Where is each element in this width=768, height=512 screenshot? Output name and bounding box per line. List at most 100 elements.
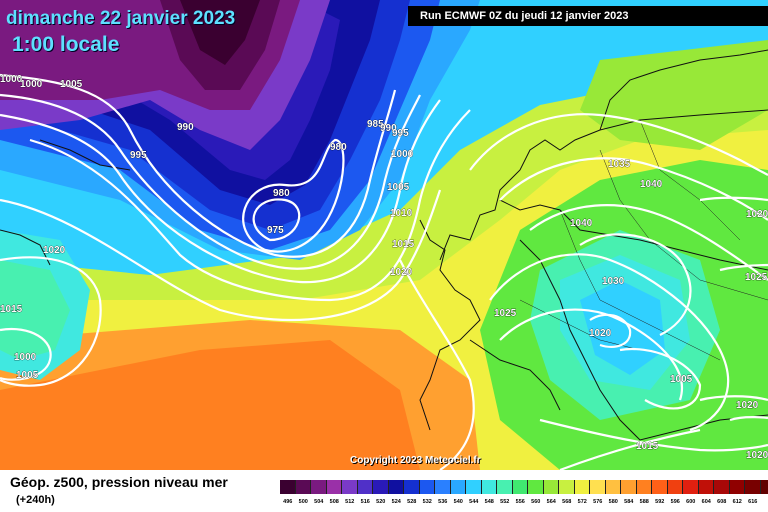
isobar-label: 1020 bbox=[736, 400, 759, 411]
isobar-label: 1000 bbox=[391, 149, 414, 160]
copyright: Copyright 2023 Meteociel.fr bbox=[350, 455, 481, 466]
scale-label: 524 bbox=[391, 499, 401, 505]
scale-label: 496 bbox=[283, 499, 293, 505]
scale-swatch bbox=[373, 480, 389, 494]
isobar-label: 1015 bbox=[636, 441, 659, 452]
scale-swatch bbox=[652, 480, 668, 494]
isobar-label: 1020 bbox=[390, 267, 413, 278]
scale-swatch bbox=[419, 480, 435, 494]
scale-label: 572 bbox=[577, 499, 587, 505]
scale-label: 612 bbox=[732, 499, 742, 505]
scale-swatch bbox=[590, 480, 606, 494]
scale-swatch bbox=[683, 480, 699, 494]
scale-swatch bbox=[295, 480, 311, 494]
scale-swatch bbox=[760, 480, 768, 494]
scale-swatch bbox=[714, 480, 730, 494]
isobar-label: 1015 bbox=[392, 239, 415, 250]
scale-label: 508 bbox=[329, 499, 339, 505]
isobar-label: 1020 bbox=[746, 209, 768, 220]
scale-label: 600 bbox=[686, 499, 696, 505]
isobar-label: 975 bbox=[267, 225, 284, 236]
scale-label: 552 bbox=[500, 499, 510, 505]
scale-label: 596 bbox=[670, 499, 680, 505]
isobar-label: 995 bbox=[130, 150, 147, 161]
forecast-date: dimanche 22 janvier 2023 bbox=[6, 8, 236, 29]
scale-label: 512 bbox=[345, 499, 355, 505]
scale-swatch bbox=[435, 480, 451, 494]
scale-label: 560 bbox=[531, 499, 541, 505]
scale-swatch bbox=[481, 480, 497, 494]
scale-swatch bbox=[512, 480, 528, 494]
scale-swatch bbox=[311, 480, 327, 494]
color-scale bbox=[280, 480, 768, 494]
isobar-label: 980 bbox=[330, 142, 347, 153]
run-info: Run ECMWF 0Z du jeudi 12 janvier 2023 bbox=[408, 6, 768, 26]
weather-map: 1000 1000 1005 990 995 985 990 995 980 9… bbox=[0, 0, 768, 470]
scale-label: 556 bbox=[515, 499, 525, 505]
isobar-label: 1020 bbox=[589, 328, 612, 339]
scale-swatch bbox=[667, 480, 683, 494]
isobar-label: 1030 bbox=[602, 276, 625, 287]
scale-swatch bbox=[326, 480, 342, 494]
isobar-label: 1005 bbox=[387, 182, 410, 193]
scale-swatch bbox=[388, 480, 404, 494]
scale-label: 544 bbox=[469, 499, 479, 505]
isobar-label: 1035 bbox=[608, 159, 631, 170]
scale-label: 616 bbox=[748, 499, 758, 505]
scale-label: 532 bbox=[422, 499, 432, 505]
scale-label: 580 bbox=[608, 499, 618, 505]
isobar-label: 1005 bbox=[60, 79, 83, 90]
scale-label: 604 bbox=[701, 499, 711, 505]
isobar-label: 1020 bbox=[43, 245, 66, 256]
scale-swatch bbox=[745, 480, 761, 494]
scale-swatch bbox=[698, 480, 714, 494]
scale-swatch bbox=[636, 480, 652, 494]
scale-label: 592 bbox=[655, 499, 665, 505]
isobar-label: 1000 bbox=[14, 352, 37, 363]
scale-label: 504 bbox=[314, 499, 324, 505]
scale-label: 588 bbox=[639, 499, 649, 505]
scale-swatch bbox=[450, 480, 466, 494]
scale-label: 540 bbox=[453, 499, 463, 505]
isobar-label: 1040 bbox=[570, 218, 593, 229]
scale-label: 548 bbox=[484, 499, 494, 505]
forecast-range: (+240h) bbox=[16, 494, 55, 506]
isobar-label: 1025 bbox=[494, 308, 517, 319]
scale-swatch bbox=[543, 480, 559, 494]
scale-label: 608 bbox=[717, 499, 727, 505]
scale-label: 516 bbox=[360, 499, 370, 505]
scale-swatch bbox=[559, 480, 575, 494]
isobar-label: 1000 bbox=[20, 79, 43, 90]
scale-swatch bbox=[404, 480, 420, 494]
forecast-time: 1:00 locale bbox=[12, 33, 120, 56]
isobar-label: 990 bbox=[380, 123, 397, 134]
scale-label: 520 bbox=[376, 499, 386, 505]
scale-swatch bbox=[574, 480, 590, 494]
isobar-label: 995 bbox=[392, 128, 409, 139]
scale-label: 564 bbox=[546, 499, 556, 505]
isobar-label: 985 bbox=[367, 119, 384, 130]
scale-label: 536 bbox=[438, 499, 448, 505]
scale-label: 500 bbox=[298, 499, 308, 505]
scale-label: 584 bbox=[624, 499, 634, 505]
isobar-label: 1015 bbox=[0, 304, 23, 315]
scale-swatch bbox=[280, 480, 296, 494]
isobar-label: 1000 bbox=[0, 74, 23, 85]
isobar-label: 980 bbox=[273, 188, 290, 199]
isobar-label: 1010 bbox=[390, 208, 413, 219]
scale-label: 576 bbox=[593, 499, 603, 505]
color-scale-labels: 496 500 504 508 512 516 520 524 528 532 536 540 544 5… bbox=[280, 499, 761, 505]
isobar-label: 1005 bbox=[670, 374, 693, 385]
map-title: Géop. z500, pression niveau mer bbox=[10, 474, 228, 490]
scale-swatch bbox=[605, 480, 621, 494]
scale-swatch bbox=[357, 480, 373, 494]
scale-swatch bbox=[342, 480, 358, 494]
scale-swatch bbox=[528, 480, 544, 494]
scale-label: 528 bbox=[407, 499, 417, 505]
isobar-label: 1020 bbox=[746, 450, 768, 461]
scale-swatch bbox=[621, 480, 637, 494]
isobar-label: 1025 bbox=[745, 272, 768, 283]
scale-label: 568 bbox=[562, 499, 572, 505]
scale-swatch bbox=[466, 480, 482, 494]
isobar-label: 1040 bbox=[640, 179, 663, 190]
